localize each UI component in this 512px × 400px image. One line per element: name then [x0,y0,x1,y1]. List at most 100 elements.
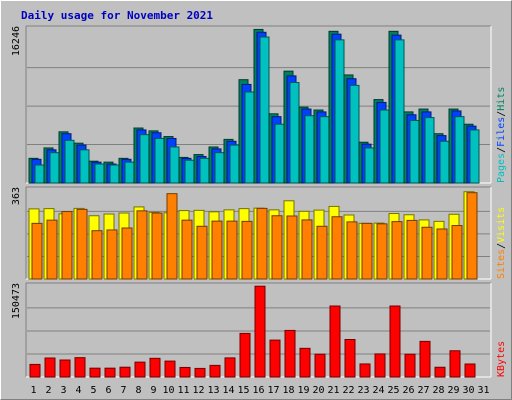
day-label-30: 30 [462,385,474,396]
day-label-21: 21 [327,385,339,396]
bar-kbytes-day-20 [314,353,326,378]
legend-separator: / [496,147,507,153]
bar-pages-day-12 [199,157,210,184]
legend-item-pages: Pages [496,153,507,183]
bar-sites-day-7 [121,227,133,280]
day-label-1: 1 [30,385,36,396]
bar-pages-day-26 [409,119,420,184]
bar-pages-day-6 [109,164,120,184]
bar-sites-day-15 [241,220,253,280]
bar-kbytes-day-24 [374,353,386,378]
bar-sites-day-18 [286,215,298,280]
day-label-5: 5 [90,385,96,396]
bar-kbytes-day-6 [104,367,116,378]
bar-kbytes-day-8 [134,361,146,378]
bar-pages-day-14 [229,144,240,184]
day-label-2: 2 [45,385,51,396]
day-label-16: 16 [252,385,264,396]
bar-sites-day-5 [91,230,103,280]
bar-kbytes-day-23 [359,363,371,378]
legend-item-sites: Sites [496,249,507,279]
day-label-18: 18 [282,385,294,396]
bar-sites-day-26 [406,219,418,280]
legend-visits-sites: Sites/Visits [496,207,507,279]
legend-item-hits: Hits [496,87,507,111]
panel-visits-sites: 363 Sites/Visits [11,186,507,280]
bar-sites-day-14 [226,220,238,280]
bar-pages-day-23 [364,147,375,184]
bar-pages-day-10 [169,146,180,184]
bar-pages-day-2 [49,152,60,184]
bar-sites-day-30 [466,192,478,280]
bar-kbytes-day-17 [269,339,281,378]
bar-sites-day-29 [451,225,463,280]
day-label-24: 24 [372,385,384,396]
bar-pages-day-1 [34,164,45,184]
day-label-8: 8 [135,385,141,396]
bar-sites-day-21 [331,216,343,280]
bar-sites-day-16 [256,207,268,280]
day-label-12: 12 [192,385,204,396]
bar-pages-day-17 [274,123,285,184]
bar-kbytes-day-5 [89,367,101,378]
bar-pages-day-24 [379,109,390,184]
day-label-9: 9 [150,385,156,396]
bar-sites-day-11 [181,219,193,280]
day-label-13: 13 [207,385,219,396]
bar-sites-day-17 [271,215,283,280]
bar-sites-day-4 [76,208,88,280]
day-label-14: 14 [222,385,234,396]
bar-kbytes-day-11 [179,366,191,378]
y-max-label: 150473 [11,283,22,319]
bar-kbytes-day-1 [29,363,41,378]
day-label-27: 27 [417,385,429,396]
legend-separator: / [496,243,507,249]
bar-pages-day-7 [124,161,135,184]
bar-kbytes-day-16 [254,285,266,378]
bar-kbytes-day-9 [149,357,161,378]
day-label-4: 4 [75,385,81,396]
bar-kbytes-day-4 [74,357,86,378]
bar-sites-day-23 [361,222,373,280]
bar-sites-day-12 [196,225,208,280]
day-label-23: 23 [357,385,369,396]
day-label-20: 20 [312,385,324,396]
bar-kbytes-day-19 [299,347,311,378]
bar-sites-day-2 [46,219,58,280]
bar-sites-day-28 [436,228,448,280]
bar-kbytes-day-15 [239,332,251,378]
bar-kbytes-day-13 [209,364,221,378]
bar-kbytes-day-28 [434,366,446,378]
bar-kbytes-day-10 [164,360,176,378]
day-label-15: 15 [237,385,249,396]
bar-sites-day-24 [376,223,388,280]
chart-title: Daily usage for November 2021 [21,9,213,22]
bar-pages-day-9 [154,137,165,184]
day-label-19: 19 [297,385,309,396]
bar-sites-day-1 [31,222,43,280]
y-max-label: 363 [11,187,22,205]
y-max-label: 16246 [11,26,22,56]
bar-sites-day-20 [316,225,328,280]
bar-pages-day-18 [289,82,300,184]
bar-pages-day-25 [394,39,405,184]
bar-sites-day-27 [421,226,433,280]
bar-sites-day-13 [211,220,223,280]
bar-kbytes-day-18 [284,329,296,378]
bar-sites-day-10 [166,193,178,280]
day-label-31: 31 [477,385,489,396]
day-label-7: 7 [120,385,126,396]
bar-sites-day-19 [301,219,313,280]
day-labels: 1 2 3 4 5 6 7 8 9 10 11 12 13 14 15 16 17 18 19 20 21 22 23 24 2… [30,385,489,396]
bar-pages-day-16 [259,36,270,184]
bar-sites-day-3 [61,211,73,280]
bar-kbytes-day-22 [344,339,356,378]
day-label-28: 28 [432,385,444,396]
day-label-25: 25 [387,385,399,396]
bar-kbytes-day-29 [449,350,461,378]
day-label-3: 3 [60,385,66,396]
legend-hits-files-pages: Pages/Files/Hits [496,87,507,183]
